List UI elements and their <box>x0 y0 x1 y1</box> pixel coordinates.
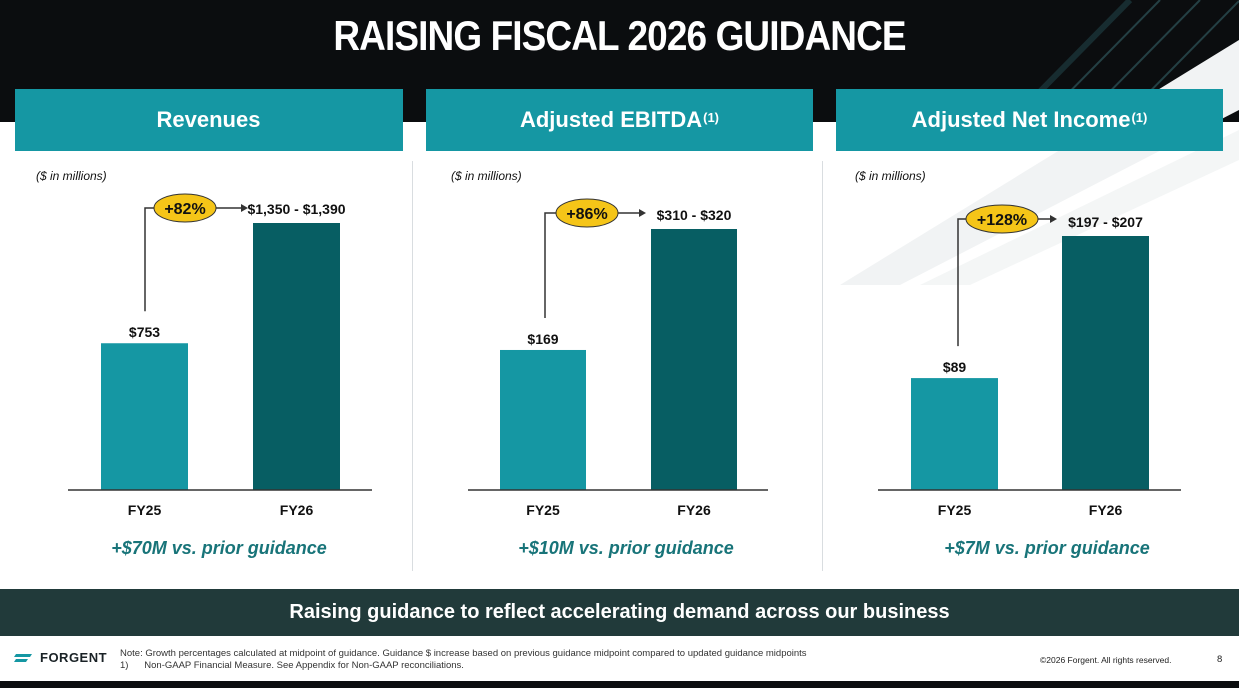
footnote-line: 1) Non-GAAP Financial Measure. See Appen… <box>120 660 464 671</box>
bar-fy26 <box>651 229 737 490</box>
panel-header-revenues: Revenues <box>15 89 403 151</box>
growth-badge <box>555 198 619 228</box>
bar-fy26 <box>253 223 340 490</box>
tick-label: FY25 <box>128 502 162 518</box>
arrow-head-icon <box>639 209 646 217</box>
data-label: $753 <box>129 324 160 340</box>
summary-banner: Raising guidance to reflect accelerating… <box>0 589 1239 636</box>
bar-fy25 <box>500 349 586 490</box>
bar-fy25 <box>911 378 998 490</box>
growth-badge <box>153 193 217 223</box>
tick-label: FY26 <box>1089 502 1123 518</box>
panel-title: Adjusted EBITDA <box>519 107 703 132</box>
growth-connector <box>957 218 966 347</box>
forgent-logo: FORGENT <box>14 650 107 665</box>
copyright: ©2026 Forgent. All rights reserved. <box>1040 655 1172 665</box>
prior-guidance-revenues: +$70M vs. prior guidance <box>111 538 327 558</box>
bottom-strip <box>0 681 1239 688</box>
growth-connector <box>144 207 154 312</box>
data-label: $310 - $320 <box>657 207 732 223</box>
unit-note: ($ in millions) <box>36 169 107 183</box>
growth-percentage: +86% <box>566 206 607 223</box>
tick-label: FY26 <box>677 502 711 518</box>
logo-text: FORGENT <box>40 650 108 665</box>
data-label: $1,350 - $1,390 <box>247 201 345 217</box>
footnote-line: Note: Growth percentages calculated at m… <box>120 648 807 659</box>
arrow-head-icon <box>1050 215 1057 223</box>
footnote: Note: Growth percentages calculated at m… <box>120 648 807 672</box>
footnote-marker: (1) <box>703 109 719 125</box>
data-label: $169 <box>527 331 558 347</box>
page-number: 8 <box>1217 654 1223 665</box>
tick-label: FY25 <box>938 502 972 518</box>
panel-title: Adjusted Net Income <box>911 107 1131 132</box>
prior-guidance-net-income: +$7M vs. prior guidance <box>944 538 1150 558</box>
growth-percentage: +128% <box>977 212 1027 229</box>
growth-percentage: +82% <box>164 201 205 218</box>
logo-mark-icon <box>14 653 32 662</box>
unit-note: ($ in millions) <box>451 169 522 183</box>
data-label: $89 <box>943 359 967 375</box>
growth-connector <box>544 212 556 318</box>
panel-header-adjusted-net-income: Adjusted Net Income (1) <box>836 89 1223 151</box>
growth-badge <box>965 204 1039 234</box>
prior-guidance-ebitda: +$10M vs. prior guidance <box>518 538 734 558</box>
bar-fy25 <box>101 343 188 490</box>
unit-note: ($ in millions) <box>855 169 926 183</box>
panel-title: Revenues <box>156 107 261 132</box>
data-label: $197 - $207 <box>1068 214 1143 230</box>
footnote-marker: (1) <box>1131 109 1148 125</box>
tick-label: FY25 <box>526 502 560 518</box>
panel-divider <box>822 161 823 571</box>
panel-divider <box>412 161 413 571</box>
arrow-head-icon <box>241 204 248 212</box>
tick-label: FY26 <box>280 502 314 518</box>
panel-header-adjusted-ebitda: Adjusted EBITDA (1) <box>426 89 813 151</box>
bar-fy26 <box>1062 236 1149 490</box>
slide-title: RAISING FISCAL 2026 GUIDANCE <box>333 12 906 59</box>
